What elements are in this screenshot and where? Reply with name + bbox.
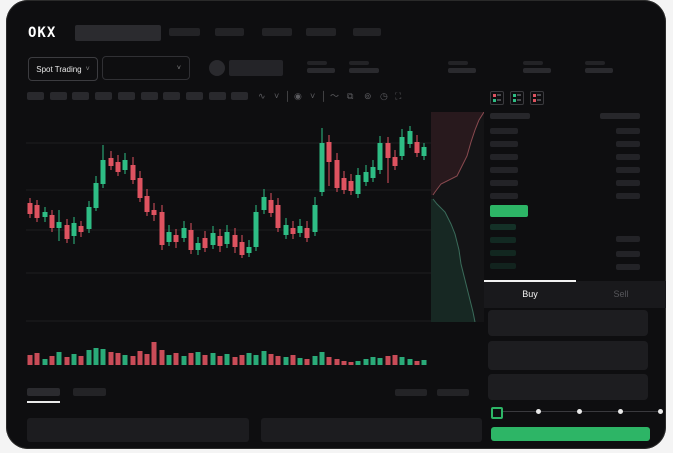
orderbook-row-placeholder[interactable] <box>490 224 516 230</box>
history-icon[interactable]: ◷ <box>380 91 388 101</box>
orderbook-row-placeholder[interactable] <box>490 128 518 134</box>
orderbook-layout-toggle <box>490 91 544 105</box>
header-search-placeholder[interactable] <box>75 25 161 41</box>
trade-tabbar <box>484 281 666 308</box>
amount-slider-handle[interactable] <box>491 407 503 419</box>
indicators-icon[interactable]: ◉ <box>294 91 302 101</box>
toolbar-divider: │ <box>285 91 291 101</box>
orderbook-row-placeholder[interactable] <box>600 113 640 119</box>
orderbook-row-placeholder[interactable] <box>616 264 640 270</box>
slider-stop-50[interactable] <box>577 409 582 414</box>
timeframe-placeholder[interactable] <box>208 92 226 100</box>
nav-item-placeholder[interactable] <box>306 28 336 36</box>
tab-sell[interactable]: Sell <box>613 289 629 299</box>
fullscreen-icon[interactable]: ⛶ <box>395 91 402 101</box>
orderbook-row-placeholder[interactable] <box>616 167 640 173</box>
timeframe-placeholder[interactable] <box>72 92 90 100</box>
slider-stop-100[interactable] <box>658 409 663 414</box>
buy-button[interactable] <box>491 427 650 441</box>
compare-icon[interactable]: ⧉ <box>347 91 354 101</box>
bottom-tab-placeholder[interactable] <box>73 388 106 396</box>
price-field-placeholder[interactable] <box>488 341 648 370</box>
coin-avatar <box>209 60 225 76</box>
tab-buy[interactable]: Buy <box>522 289 538 299</box>
orderbook-row-placeholder[interactable] <box>490 193 518 199</box>
candle-style-icon[interactable]: ∿ <box>258 91 266 101</box>
orderbook-row-placeholder[interactable] <box>490 263 516 269</box>
bottom-panel-placeholder <box>261 418 482 442</box>
timeframe-placeholder[interactable] <box>185 92 203 100</box>
orderbook-row-placeholder[interactable] <box>616 128 640 134</box>
chevron-down-icon: ˅ <box>176 64 181 72</box>
orderbook-row-placeholder[interactable] <box>490 154 518 160</box>
stat-label-placeholder <box>307 61 327 65</box>
okx-logo: OKX <box>28 25 57 41</box>
orderbook-row-placeholder[interactable] <box>490 113 530 119</box>
stat-value-placeholder <box>448 68 476 73</box>
camera-icon[interactable]: ⊚ <box>364 91 372 101</box>
bottom-tab-indicator <box>27 401 60 403</box>
orderbook-row-placeholder[interactable] <box>490 180 518 186</box>
bottom-tab-active-placeholder[interactable] <box>27 388 60 396</box>
orderbook-row-placeholder[interactable] <box>616 236 640 242</box>
orderbook-row-placeholder[interactable] <box>490 250 516 256</box>
timeframe-placeholder[interactable] <box>95 92 113 100</box>
orderbook-row-placeholder[interactable] <box>616 193 640 199</box>
stat-label-placeholder <box>523 61 543 65</box>
market-type-selector[interactable]: Spot Trading ˅ <box>28 57 98 81</box>
orderbook-layout-asks-icon[interactable] <box>530 91 544 105</box>
stat-label-placeholder <box>585 61 605 65</box>
slider-stop-25[interactable] <box>536 409 541 414</box>
orderbook-row-placeholder[interactable] <box>616 141 640 147</box>
orderbook-row-placeholder[interactable] <box>490 141 518 147</box>
timeframe-placeholder[interactable] <box>163 92 181 100</box>
market-type-label: Spot Trading <box>36 64 82 74</box>
depth-profile-overlay <box>431 112 484 322</box>
timeframe-placeholder[interactable] <box>140 92 158 100</box>
timeframe-placeholder[interactable] <box>117 92 135 100</box>
stat-value-placeholder <box>523 68 551 73</box>
stat-value-placeholder <box>585 68 613 73</box>
tablet-frame: OKX Spot Trading ˅ ˅ ∿ ˅ │ ◉ ˅ │ 〜 ⧉ ⊚ ◷ ⛶ <box>6 0 666 449</box>
orderbook-row-placeholder[interactable] <box>616 251 640 257</box>
orderbook-row-placeholder[interactable] <box>616 180 640 186</box>
stat-label-placeholder <box>448 61 468 65</box>
timeframe-placeholder[interactable] <box>231 92 249 100</box>
bottom-panel-placeholder <box>27 418 249 442</box>
nav-item-placeholder[interactable] <box>215 28 244 36</box>
indicators-chevron-icon[interactable]: ˅ <box>310 91 316 101</box>
stat-value-placeholder <box>349 68 379 73</box>
nav-item-placeholder[interactable] <box>353 28 381 36</box>
toolbar-divider: │ <box>321 91 327 101</box>
orderbook-layout-bids-icon[interactable] <box>510 91 524 105</box>
amount-field-placeholder[interactable] <box>488 374 648 400</box>
order-type-field-placeholder[interactable] <box>488 310 648 336</box>
stat-value-placeholder <box>307 68 335 73</box>
orderbook-layout-both-icon[interactable] <box>490 91 504 105</box>
pair-name-placeholder <box>229 60 283 76</box>
nav-item-placeholder[interactable] <box>169 28 200 36</box>
stat-label-placeholder <box>349 61 369 65</box>
slider-stop-75[interactable] <box>618 409 623 414</box>
pair-dropdown[interactable]: ˅ <box>102 56 190 80</box>
timeframe-placeholder[interactable] <box>27 92 44 100</box>
bottom-action-placeholder[interactable] <box>437 389 469 396</box>
line-tool-icon[interactable]: 〜 <box>330 91 340 101</box>
bottom-action-placeholder[interactable] <box>395 389 427 396</box>
active-tab-indicator <box>484 280 576 282</box>
candle-style-chevron-icon[interactable]: ˅ <box>274 91 280 101</box>
nav-item-placeholder[interactable] <box>262 28 292 36</box>
candlestick-chart[interactable] <box>26 110 431 370</box>
timeframe-placeholder[interactable] <box>49 92 67 100</box>
chevron-down-icon: ˅ <box>85 65 90 73</box>
orderbook-last-price-block[interactable] <box>490 205 528 217</box>
orderbook-row-placeholder[interactable] <box>490 167 518 173</box>
orderbook-row-placeholder[interactable] <box>490 237 516 243</box>
orderbook-row-placeholder[interactable] <box>616 154 640 160</box>
